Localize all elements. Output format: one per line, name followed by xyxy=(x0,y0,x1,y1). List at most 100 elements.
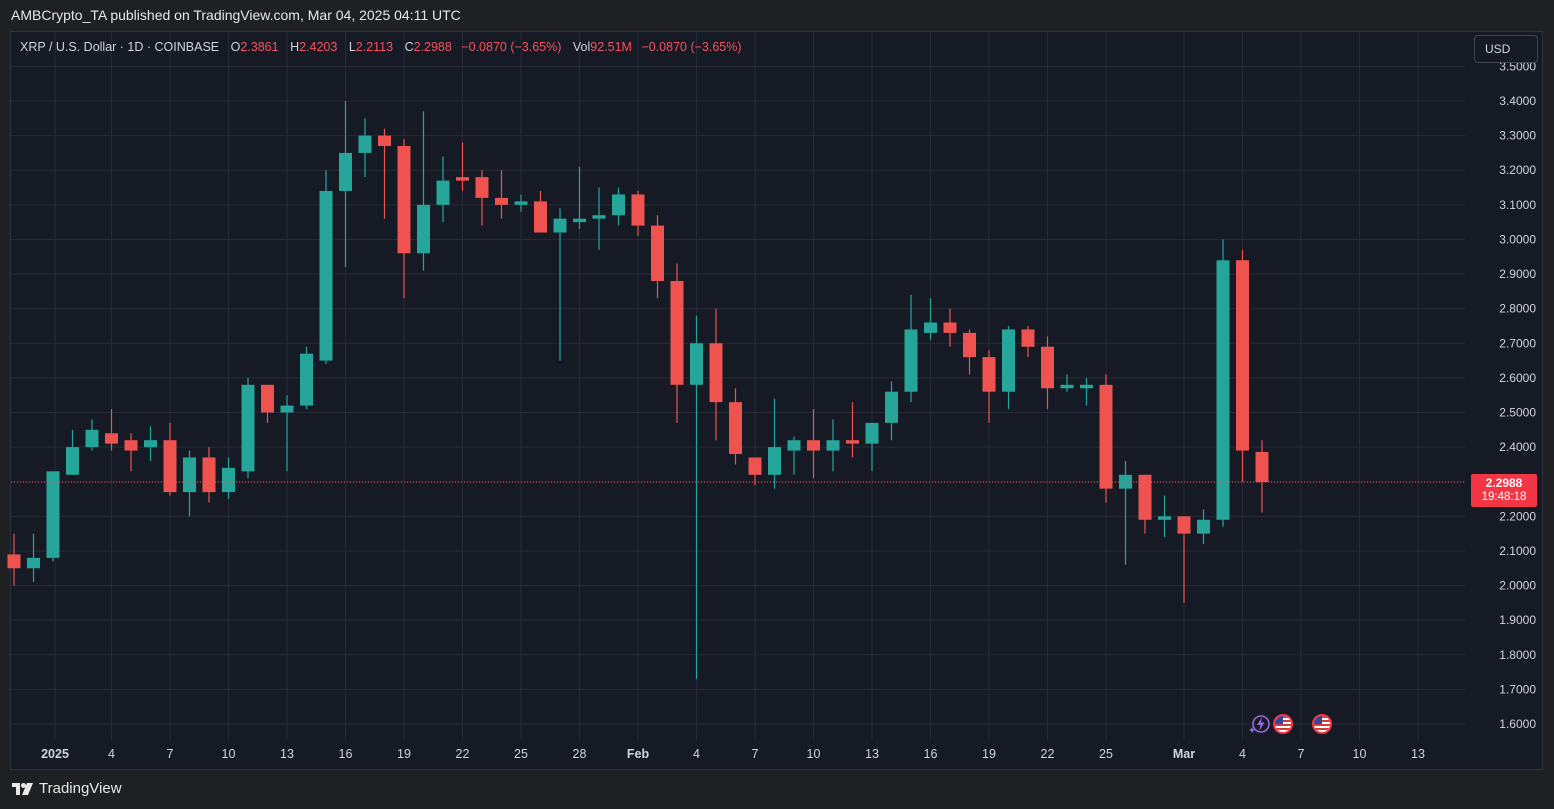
candle-bullish[interactable] xyxy=(319,170,333,365)
candle-body xyxy=(7,554,21,569)
candle-bullish[interactable] xyxy=(573,166,586,230)
candle-bearish[interactable] xyxy=(105,409,118,451)
lightning-event-icon[interactable] xyxy=(1249,713,1271,735)
candle-bullish[interactable] xyxy=(1197,509,1210,545)
candle-bearish[interactable] xyxy=(1021,325,1035,358)
us-flag-event-icon[interactable] xyxy=(1273,714,1293,734)
candle-bullish[interactable] xyxy=(27,533,40,583)
x-tick-label: Feb xyxy=(627,747,650,761)
open-label: O xyxy=(230,40,241,54)
candle-bearish[interactable] xyxy=(7,533,21,586)
candle-bullish[interactable] xyxy=(300,346,313,410)
candle-bearish[interactable] xyxy=(534,190,547,233)
currency-button[interactable]: USD xyxy=(1474,35,1538,63)
candle-bearish[interactable] xyxy=(1236,249,1249,482)
ohlc-legend: XRP / U.S. Dollar · 1D · COINBASE O2.386… xyxy=(20,40,742,54)
candle-bearish[interactable] xyxy=(963,329,976,375)
candle-bullish[interactable] xyxy=(66,429,79,475)
candle-bearish[interactable] xyxy=(261,384,274,423)
candle-bearish[interactable] xyxy=(163,422,177,496)
candle-bullish[interactable] xyxy=(144,426,157,461)
x-tick-label: 4 xyxy=(693,747,700,761)
candle-bullish[interactable] xyxy=(339,101,352,268)
candle-bullish[interactable] xyxy=(183,450,196,517)
candle-bullish[interactable] xyxy=(768,398,781,489)
y-tick-label: 2.8000 xyxy=(1499,302,1536,316)
candle-bullish[interactable] xyxy=(826,419,840,472)
candle-bearish[interactable] xyxy=(729,388,742,465)
us-flag-event-icon[interactable] xyxy=(1312,714,1332,734)
candle-bearish[interactable] xyxy=(709,308,723,441)
candle-bullish[interactable] xyxy=(1119,460,1132,565)
candle-bullish[interactable] xyxy=(85,419,99,451)
candle-bearish[interactable] xyxy=(1099,374,1113,503)
candle-body xyxy=(1158,516,1171,520)
candle-body xyxy=(573,218,586,223)
candle-bearish[interactable] xyxy=(456,142,469,191)
candle-bearish[interactable] xyxy=(846,402,859,458)
candle-bullish[interactable] xyxy=(904,294,918,403)
candle-bearish[interactable] xyxy=(1041,336,1054,410)
candle-bullish[interactable] xyxy=(1158,495,1171,538)
candle-bearish[interactable] xyxy=(495,170,508,219)
tradingview-logo[interactable]: TradingView xyxy=(12,780,122,797)
candle-bearish[interactable] xyxy=(807,409,820,479)
candle-body xyxy=(963,332,976,358)
candle-body xyxy=(397,145,411,254)
x-tick-label: 2025 xyxy=(41,747,69,761)
candle-body xyxy=(1060,384,1074,389)
candle-bearish[interactable] xyxy=(982,350,996,423)
candle-body xyxy=(46,471,60,558)
candle-bearish[interactable] xyxy=(1177,516,1191,603)
candle-bullish[interactable] xyxy=(514,194,528,212)
candle-bearish[interactable] xyxy=(397,139,411,299)
candle-bullish[interactable] xyxy=(241,377,255,479)
candle-bearish[interactable] xyxy=(943,308,957,347)
candle-bullish[interactable] xyxy=(1002,325,1015,410)
candle-bearish[interactable] xyxy=(124,433,138,472)
y-tick-label: 2.6000 xyxy=(1499,371,1536,385)
y-tick-label: 1.7000 xyxy=(1499,682,1536,696)
candle-body xyxy=(1099,384,1113,489)
candle-bullish[interactable] xyxy=(865,422,879,472)
candle-bullish[interactable] xyxy=(787,436,801,475)
candle-bullish[interactable] xyxy=(885,381,898,441)
candle-bullish[interactable] xyxy=(592,187,606,250)
volume-change-value: −0.0870 (−3.65%) xyxy=(641,40,742,54)
candle-bullish[interactable] xyxy=(1216,239,1230,527)
candle-bullish[interactable] xyxy=(1080,377,1093,406)
candle-bearish[interactable] xyxy=(748,457,762,486)
candle-bearish[interactable] xyxy=(1255,440,1269,513)
candle-bullish[interactable] xyxy=(690,315,703,680)
candle-bullish[interactable] xyxy=(222,457,235,500)
candle-bullish[interactable] xyxy=(417,111,430,271)
change-value: −0.0870 (−3.65%) xyxy=(461,40,562,54)
x-tick-label: 25 xyxy=(1099,747,1113,761)
candle-bullish[interactable] xyxy=(612,187,625,226)
candle-bearish[interactable] xyxy=(475,170,489,226)
candle-bullish[interactable] xyxy=(280,395,294,472)
candle-bullish[interactable] xyxy=(553,208,567,361)
x-tick-label: 22 xyxy=(456,747,470,761)
bar-countdown: 19:48:18 xyxy=(1481,491,1527,503)
candle-body xyxy=(865,422,879,444)
candle-bullish[interactable] xyxy=(1060,374,1074,392)
symbol-label[interactable]: XRP / U.S. Dollar · 1D · COINBASE xyxy=(20,40,220,54)
candle-bullish[interactable] xyxy=(358,118,372,178)
candle-bearish[interactable] xyxy=(651,215,664,299)
candle-bullish[interactable] xyxy=(436,156,450,223)
y-tick-label: 1.6000 xyxy=(1499,717,1536,731)
y-tick-label: 1.9000 xyxy=(1499,613,1536,627)
candle-bearish[interactable] xyxy=(670,263,684,423)
x-tick-label: 10 xyxy=(222,747,236,761)
candle-bearish[interactable] xyxy=(202,447,216,503)
published-caption: AMBCrypto_TA published on TradingView.co… xyxy=(11,7,461,23)
x-tick-label: Mar xyxy=(1173,747,1195,761)
candle-body xyxy=(709,343,723,403)
candle-bearish[interactable] xyxy=(631,190,645,236)
candle-bearish[interactable] xyxy=(378,128,391,219)
candle-bearish[interactable] xyxy=(1138,474,1152,534)
candle-bullish[interactable] xyxy=(924,298,937,340)
candle-bullish[interactable] xyxy=(46,471,60,562)
